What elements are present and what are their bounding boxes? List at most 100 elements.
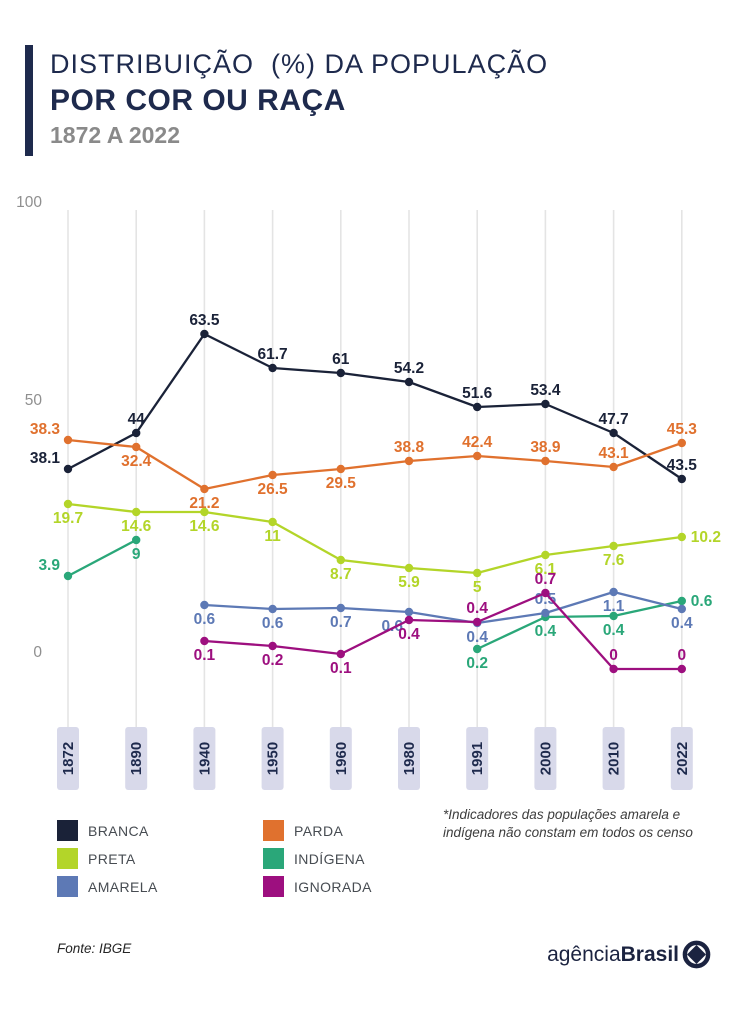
data-point-ignorada xyxy=(336,649,345,659)
data-point-ignorada xyxy=(541,588,550,598)
legend-swatch-indigena xyxy=(263,848,284,869)
data-point-preta xyxy=(268,517,277,527)
agencia-brasil-logo: agênciaBrasil xyxy=(547,940,711,969)
legend-swatch-parda xyxy=(263,820,284,841)
series-line-ignorada xyxy=(476,591,546,624)
point-label-parda: 42.4 xyxy=(462,434,493,451)
legend-item-indigena: INDÍGENA xyxy=(263,848,413,869)
year-chip xyxy=(602,727,625,790)
series-line-amarela xyxy=(477,611,546,625)
year-chip xyxy=(398,727,420,790)
point-label-parda: 29.5 xyxy=(326,475,357,492)
point-label-preta: 11 xyxy=(264,528,281,545)
legend-label-ignorada: IGNORADA xyxy=(294,878,372,895)
data-point-preta xyxy=(336,555,345,565)
data-point-ignorada xyxy=(609,664,618,674)
data-point-ignorada xyxy=(473,617,482,627)
brand-regular: agência xyxy=(547,942,621,966)
series-line-branca xyxy=(67,431,137,471)
year-chip xyxy=(125,727,148,790)
series-line-preta xyxy=(67,502,137,514)
year-chip xyxy=(466,727,489,790)
data-point-parda xyxy=(336,464,345,474)
data-point-branca xyxy=(404,377,414,387)
legend-label-parda: PARDA xyxy=(294,822,344,839)
series-line-preta xyxy=(545,544,614,557)
point-label-preta: 5.9 xyxy=(398,574,420,591)
point-label-parda: 38.9 xyxy=(530,439,561,456)
point-label-branca: 47.7 xyxy=(599,411,629,428)
series-line-indigena xyxy=(545,614,614,619)
year-chip xyxy=(329,727,352,790)
y-axis-tick: 50 xyxy=(25,392,43,409)
point-label-amarela: 0.4 xyxy=(466,629,488,646)
point-label-ignorada: 0.1 xyxy=(330,660,352,677)
point-label-ignorada: 0.4 xyxy=(398,626,420,643)
series-line-parda xyxy=(340,459,410,471)
x-axis-label: 2022 xyxy=(674,742,691,775)
year-chip xyxy=(261,727,284,790)
data-point-branca xyxy=(677,474,686,484)
data-point-amarela xyxy=(200,600,209,610)
data-point-amarela xyxy=(268,604,277,614)
data-point-ignorada xyxy=(677,664,686,674)
point-label-parda: 38.3 xyxy=(30,421,61,438)
series-line-amarela xyxy=(340,606,410,614)
point-label-indigena: 9 xyxy=(132,546,141,563)
data-point-parda xyxy=(473,451,482,461)
point-label-branca: 54.2 xyxy=(394,360,424,377)
data-point-preta xyxy=(200,507,209,517)
page-subtitle: 1872 A 2022 xyxy=(50,122,181,148)
legend-swatch-ignorada xyxy=(263,876,284,897)
data-point-amarela xyxy=(336,603,345,613)
series-line-amarela xyxy=(545,590,614,615)
x-axis-label: 2000 xyxy=(537,742,554,775)
data-point-branca xyxy=(336,368,345,378)
legend-label-preta: PRETA xyxy=(88,850,136,867)
x-axis-label: 1960 xyxy=(333,742,350,775)
point-label-preta: 6.1 xyxy=(535,561,557,578)
legend-swatch-amarela xyxy=(57,876,78,897)
y-axis-tick: 0 xyxy=(33,644,42,661)
series-line-amarela xyxy=(272,606,341,611)
legend-item-amarela: AMARELA xyxy=(57,876,207,897)
series-line-parda xyxy=(477,454,546,463)
series-line-ignorada xyxy=(408,618,478,624)
data-point-indigena xyxy=(132,535,141,545)
series-line-parda xyxy=(135,446,206,490)
point-label-parda: 21.2 xyxy=(189,495,219,512)
series-line-indigena xyxy=(613,599,683,618)
point-label-preta: 14.6 xyxy=(189,518,220,535)
point-label-branca: 61.7 xyxy=(258,346,288,363)
legend-swatch-branca xyxy=(57,820,78,841)
point-label-amarela: 0.7 xyxy=(330,614,352,631)
series-line-branca xyxy=(203,332,274,370)
point-label-branca: 43.5 xyxy=(667,457,698,474)
series-line-ignorada xyxy=(272,644,341,656)
series-line-parda xyxy=(204,473,273,491)
series-line-preta xyxy=(408,566,478,575)
data-point-indigena xyxy=(473,644,482,654)
point-label-indigena: 0.4 xyxy=(535,623,557,640)
point-label-indigena: 0.4 xyxy=(603,622,625,639)
chart-legend: BRANCA PRETA AMARELA PARDA INDÍGENA IGNORADA xyxy=(57,820,413,897)
data-point-preta xyxy=(541,550,550,560)
point-label-indigena: 0.6 xyxy=(691,593,713,610)
data-point-ignorada xyxy=(200,636,209,646)
legend-item-ignorada: IGNORADA xyxy=(263,876,413,897)
point-label-preta: 8.7 xyxy=(330,566,352,583)
title-accent-bar xyxy=(25,45,33,156)
legend-item-branca: BRANCA xyxy=(57,820,207,841)
data-point-parda xyxy=(268,470,277,480)
point-label-amarela: 0.6 xyxy=(194,611,216,628)
data-point-preta xyxy=(609,541,618,551)
year-chip xyxy=(670,727,693,790)
point-label-branca: 53.4 xyxy=(530,382,561,399)
series-line-branca xyxy=(272,366,341,375)
year-chip xyxy=(193,727,216,790)
source-label: Fonte: IBGE xyxy=(57,941,132,956)
series-line-preta xyxy=(476,553,546,575)
x-axis-label: 1950 xyxy=(265,742,282,775)
series-line-branca xyxy=(135,333,206,434)
